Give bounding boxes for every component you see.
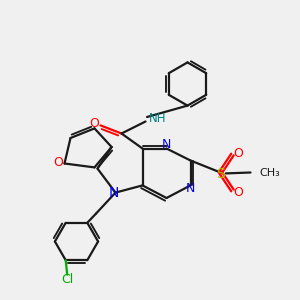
Text: S: S: [216, 167, 225, 181]
Text: O: O: [90, 117, 99, 130]
Text: O: O: [53, 155, 63, 169]
Text: O: O: [233, 185, 243, 199]
Text: N: N: [109, 186, 119, 200]
Text: NH: NH: [149, 112, 166, 125]
Text: CH₃: CH₃: [260, 167, 280, 178]
Text: Cl: Cl: [61, 273, 73, 286]
Text: N: N: [186, 182, 195, 196]
Text: O: O: [233, 146, 243, 160]
Text: N: N: [162, 138, 171, 152]
